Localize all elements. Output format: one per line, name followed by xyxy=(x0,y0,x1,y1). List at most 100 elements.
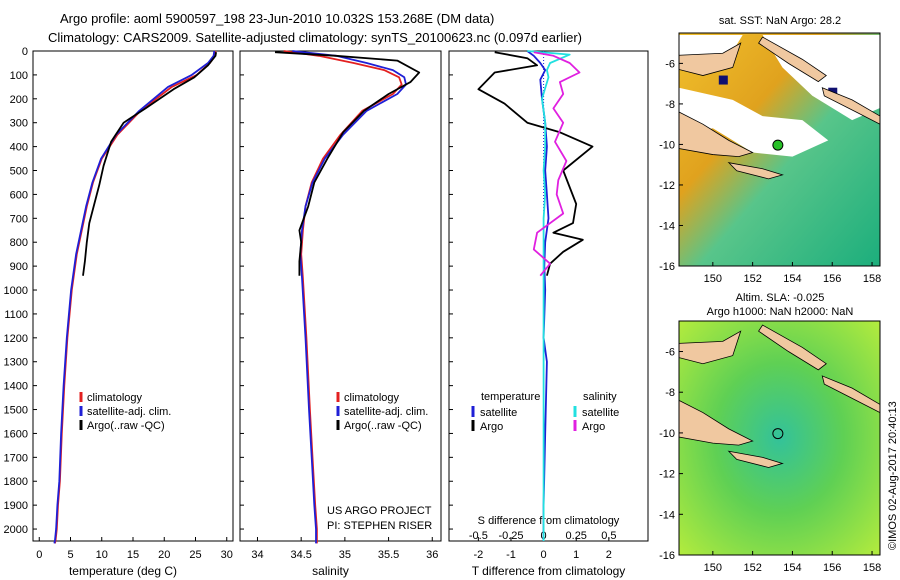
legend-label: satellite xyxy=(480,407,517,419)
y-tick-label: -8 xyxy=(665,387,675,399)
x-tick-label: 154 xyxy=(783,273,801,285)
y-tick-label: -14 xyxy=(659,509,675,521)
y-tick-label: 300 xyxy=(10,118,28,130)
sst-map: 150 152 154 156 158 -6 -8 -10 -12 -14 -16 xyxy=(659,32,881,285)
land-bougainville xyxy=(758,324,827,371)
x-tick-label: 30 xyxy=(221,549,233,561)
map-bottom-title1: Altim. SLA: -0.025 xyxy=(736,292,825,304)
difference-panel: -2 -1 0 1 2 T difference from climatology S di… xyxy=(448,50,649,578)
x-tick-label: 5 xyxy=(67,549,73,561)
y-tick-label: 800 xyxy=(10,237,28,249)
argo-position-marker xyxy=(772,139,784,151)
difference-xlabel: T difference from climatology xyxy=(472,564,626,578)
y-tick-label: -10 xyxy=(659,139,675,151)
series-salinity-argo xyxy=(532,51,581,277)
x-tick-label: 2 xyxy=(606,549,612,561)
land-louisiades xyxy=(727,450,784,468)
land-new-guinea xyxy=(678,399,754,446)
x-tick-label: -2 xyxy=(473,549,483,561)
y-tick-label: -14 xyxy=(659,220,675,232)
header-line1: Argo profile: aoml 5900597_198 23-Jun-20… xyxy=(60,11,494,26)
series-temperature-argo xyxy=(477,51,594,276)
y-tick-label: 400 xyxy=(10,142,28,154)
legend-salinity-heading: salinity xyxy=(583,391,617,403)
diff-top-tick-label: -0.5 xyxy=(469,530,488,542)
salinity-panel: 34 34.5 35 35.5 36 salinity climatology satelli… xyxy=(239,50,442,578)
x-tick-label: 154 xyxy=(783,562,801,574)
y-tick-label: 900 xyxy=(10,261,28,273)
y-tick-label: 1900 xyxy=(4,500,28,512)
y-tick-label: -10 xyxy=(659,428,675,440)
legend-label: Argo xyxy=(582,421,605,433)
x-tick-label: 20 xyxy=(158,549,170,561)
legend-label: Argo xyxy=(480,421,503,433)
y-tick-label: 700 xyxy=(10,213,28,225)
sla-map: 150 152 154 156 158 -6 -8 -10 -12 -14 -16 xyxy=(659,320,881,574)
y-tick-label: 100 xyxy=(10,70,28,82)
x-tick-label: 158 xyxy=(863,562,881,574)
y-tick-label: 200 xyxy=(10,94,28,106)
salinity-xlabel: salinity xyxy=(312,564,349,578)
x-tick-label: 158 xyxy=(863,273,881,285)
difference-axes-box xyxy=(448,50,649,542)
legend-label: Argo(..raw -QC) xyxy=(344,420,422,432)
no-data-area xyxy=(679,87,829,157)
temperature-axes-box xyxy=(32,50,234,542)
header-line2: Climatology: CARS2009. Satellite-adjuste… xyxy=(48,30,582,45)
x-tick-label: 156 xyxy=(823,562,841,574)
x-tick-label: 34 xyxy=(251,549,263,561)
y-tick-label: -6 xyxy=(665,347,675,359)
y-tick-label: -6 xyxy=(665,58,675,70)
diff-top-xlabel: S difference from climatology xyxy=(478,515,620,527)
y-tick-label: -8 xyxy=(665,99,675,111)
map-frame xyxy=(678,32,881,267)
x-tick-label: 152 xyxy=(743,273,761,285)
salinity-axes-box xyxy=(239,50,442,542)
x-tick-label: 150 xyxy=(704,273,722,285)
series-argo-raw-qc- xyxy=(274,51,421,276)
x-tick-label: 150 xyxy=(704,562,722,574)
legend-label: satellite-adj. clim. xyxy=(87,406,171,418)
y-tick-label: 500 xyxy=(10,166,28,178)
x-tick-label: 36 xyxy=(426,549,438,561)
y-tick-label: 1600 xyxy=(4,428,28,440)
series-salinity-satellite xyxy=(527,50,571,541)
legend-temperature-heading: temperature xyxy=(481,391,540,403)
temperature-panel: 0 5 10 15 20 25 300100200300400500600700800900… xyxy=(4,46,234,578)
project-line1: US ARGO PROJECT xyxy=(327,505,432,517)
legend-label: satellite xyxy=(582,407,619,419)
map-frame xyxy=(678,320,881,556)
x-tick-label: 35.5 xyxy=(378,549,399,561)
series-temperature-satellite xyxy=(526,50,550,541)
land-bougainville xyxy=(758,36,827,83)
argo-position-marker xyxy=(772,428,784,440)
y-tick-label: -12 xyxy=(659,180,675,192)
land-louisiades xyxy=(727,162,784,180)
x-tick-label: -1 xyxy=(506,549,516,561)
diff-top-tick-label: 0.25 xyxy=(566,530,587,542)
diff-top-tick-label: -0.25 xyxy=(498,530,523,542)
x-tick-label: 10 xyxy=(96,549,108,561)
y-tick-label: -16 xyxy=(659,550,675,562)
y-tick-label: 1500 xyxy=(4,405,28,417)
x-tick-label: 156 xyxy=(823,273,841,285)
temperature-xlabel: temperature (deg C) xyxy=(69,564,177,578)
legend-label: climatology xyxy=(344,392,400,404)
legend-label: satellite-adj. clim. xyxy=(344,406,428,418)
legend-label: climatology xyxy=(87,392,143,404)
y-tick-label: 1800 xyxy=(4,476,28,488)
y-tick-label: 1100 xyxy=(4,309,28,321)
map-top-title: sat. SST: NaN Argo: 28.2 xyxy=(719,15,841,27)
y-tick-label: 0 xyxy=(22,46,28,58)
series-argo-raw-qc- xyxy=(82,52,217,276)
series-satellite-adj-clim- xyxy=(53,50,216,544)
missing-cell xyxy=(718,75,728,85)
y-tick-label: 1700 xyxy=(4,452,28,464)
y-tick-label: 1200 xyxy=(4,333,28,345)
y-tick-label: 2000 xyxy=(4,524,28,536)
legend-label: Argo(..raw -QC) xyxy=(87,420,165,432)
y-tick-label: 1000 xyxy=(4,285,28,297)
x-tick-label: 0 xyxy=(36,549,42,561)
y-tick-label: 600 xyxy=(10,189,28,201)
